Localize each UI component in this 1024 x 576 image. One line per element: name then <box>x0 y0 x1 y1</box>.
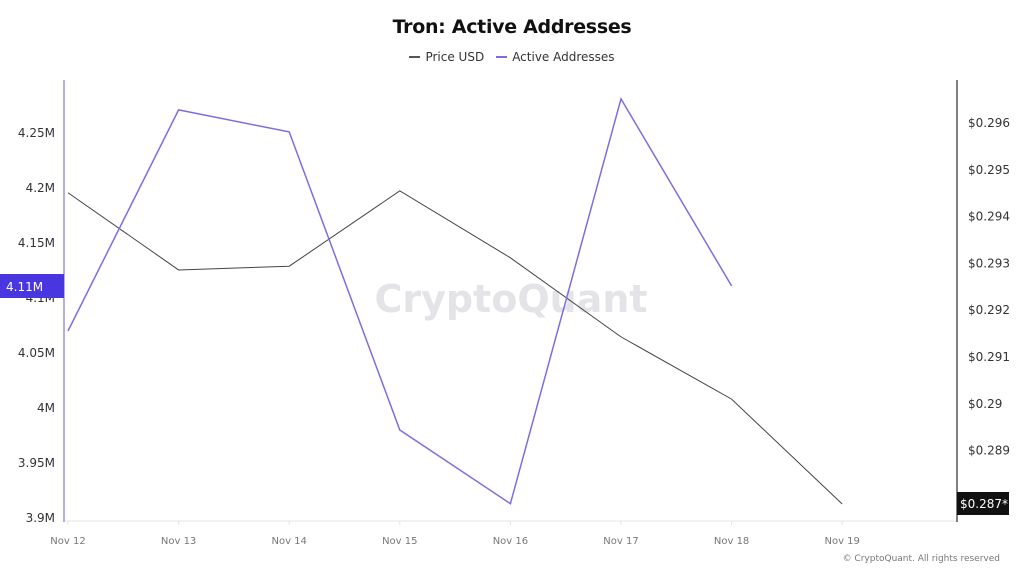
x-axis-ticks: Nov 12 Nov 13 Nov 14 Nov 15 Nov 16 Nov 17 Nov … <box>50 521 860 547</box>
left-tick-label: 3.95M <box>18 456 55 470</box>
legend-item-active-addresses[interactable]: Active Addresses <box>496 50 615 64</box>
legend-item-price-usd[interactable]: Price USD <box>409 50 484 64</box>
x-tick-label: Nov 19 <box>824 536 859 547</box>
right-tick-label: $0.289 <box>968 444 1010 458</box>
right-tick-label: $0.291 <box>968 350 1010 364</box>
left-tick-label: 4.25M <box>18 126 55 140</box>
left-tick-label: 4M <box>37 401 55 415</box>
x-tick-label: Nov 14 <box>271 536 306 547</box>
right-tick-label: $0.292 <box>968 303 1010 317</box>
legend-label: Price USD <box>425 50 485 64</box>
legend-swatch-price-icon <box>409 56 421 58</box>
x-tick-label: Nov 16 <box>493 536 528 547</box>
left-tick-label: 3.9M <box>26 511 55 525</box>
x-tick-label: Nov 18 <box>714 536 749 547</box>
right-tick-label: $0.295 <box>968 163 1010 177</box>
chart-legend: Price USD Active Addresses <box>0 50 1024 64</box>
right-axis-ticks: $0.296 $0.295 $0.294 $0.293 $0.292 $0.291 $0.2… <box>968 116 1010 458</box>
watermark: CryptoQuant <box>374 277 647 321</box>
copyright-notice: © CryptoQuant. All rights reserved <box>842 554 1000 564</box>
legend-label: Active Addresses <box>512 50 615 64</box>
right-tick-label: $0.293 <box>968 256 1010 270</box>
left-tick-label: 4.15M <box>18 236 55 250</box>
left-tick-label: 4.2M <box>26 181 55 195</box>
active-addresses-line[interactable] <box>67 96 733 505</box>
legend-swatch-active-icon <box>496 56 508 58</box>
x-tick-label: Nov 15 <box>382 536 417 547</box>
svg-text:4.11M: 4.11M <box>6 280 43 294</box>
right-tick-label: $0.296 <box>968 116 1010 130</box>
x-tick-label: Nov 17 <box>603 536 638 547</box>
x-tick-label: Nov 13 <box>161 536 196 547</box>
price-usd-line[interactable] <box>67 190 843 505</box>
x-tick-label: Nov 12 <box>50 536 85 547</box>
price-current-badge: $0.287* <box>957 492 1009 515</box>
svg-text:$0.287*: $0.287* <box>960 497 1008 511</box>
left-tick-label: 4.05M <box>18 346 55 360</box>
active-current-badge: 4.11M <box>0 274 64 298</box>
right-tick-label: $0.294 <box>968 210 1010 224</box>
chart-title: Tron: Active Addresses <box>392 16 632 38</box>
right-tick-label: $0.29 <box>968 397 1002 411</box>
